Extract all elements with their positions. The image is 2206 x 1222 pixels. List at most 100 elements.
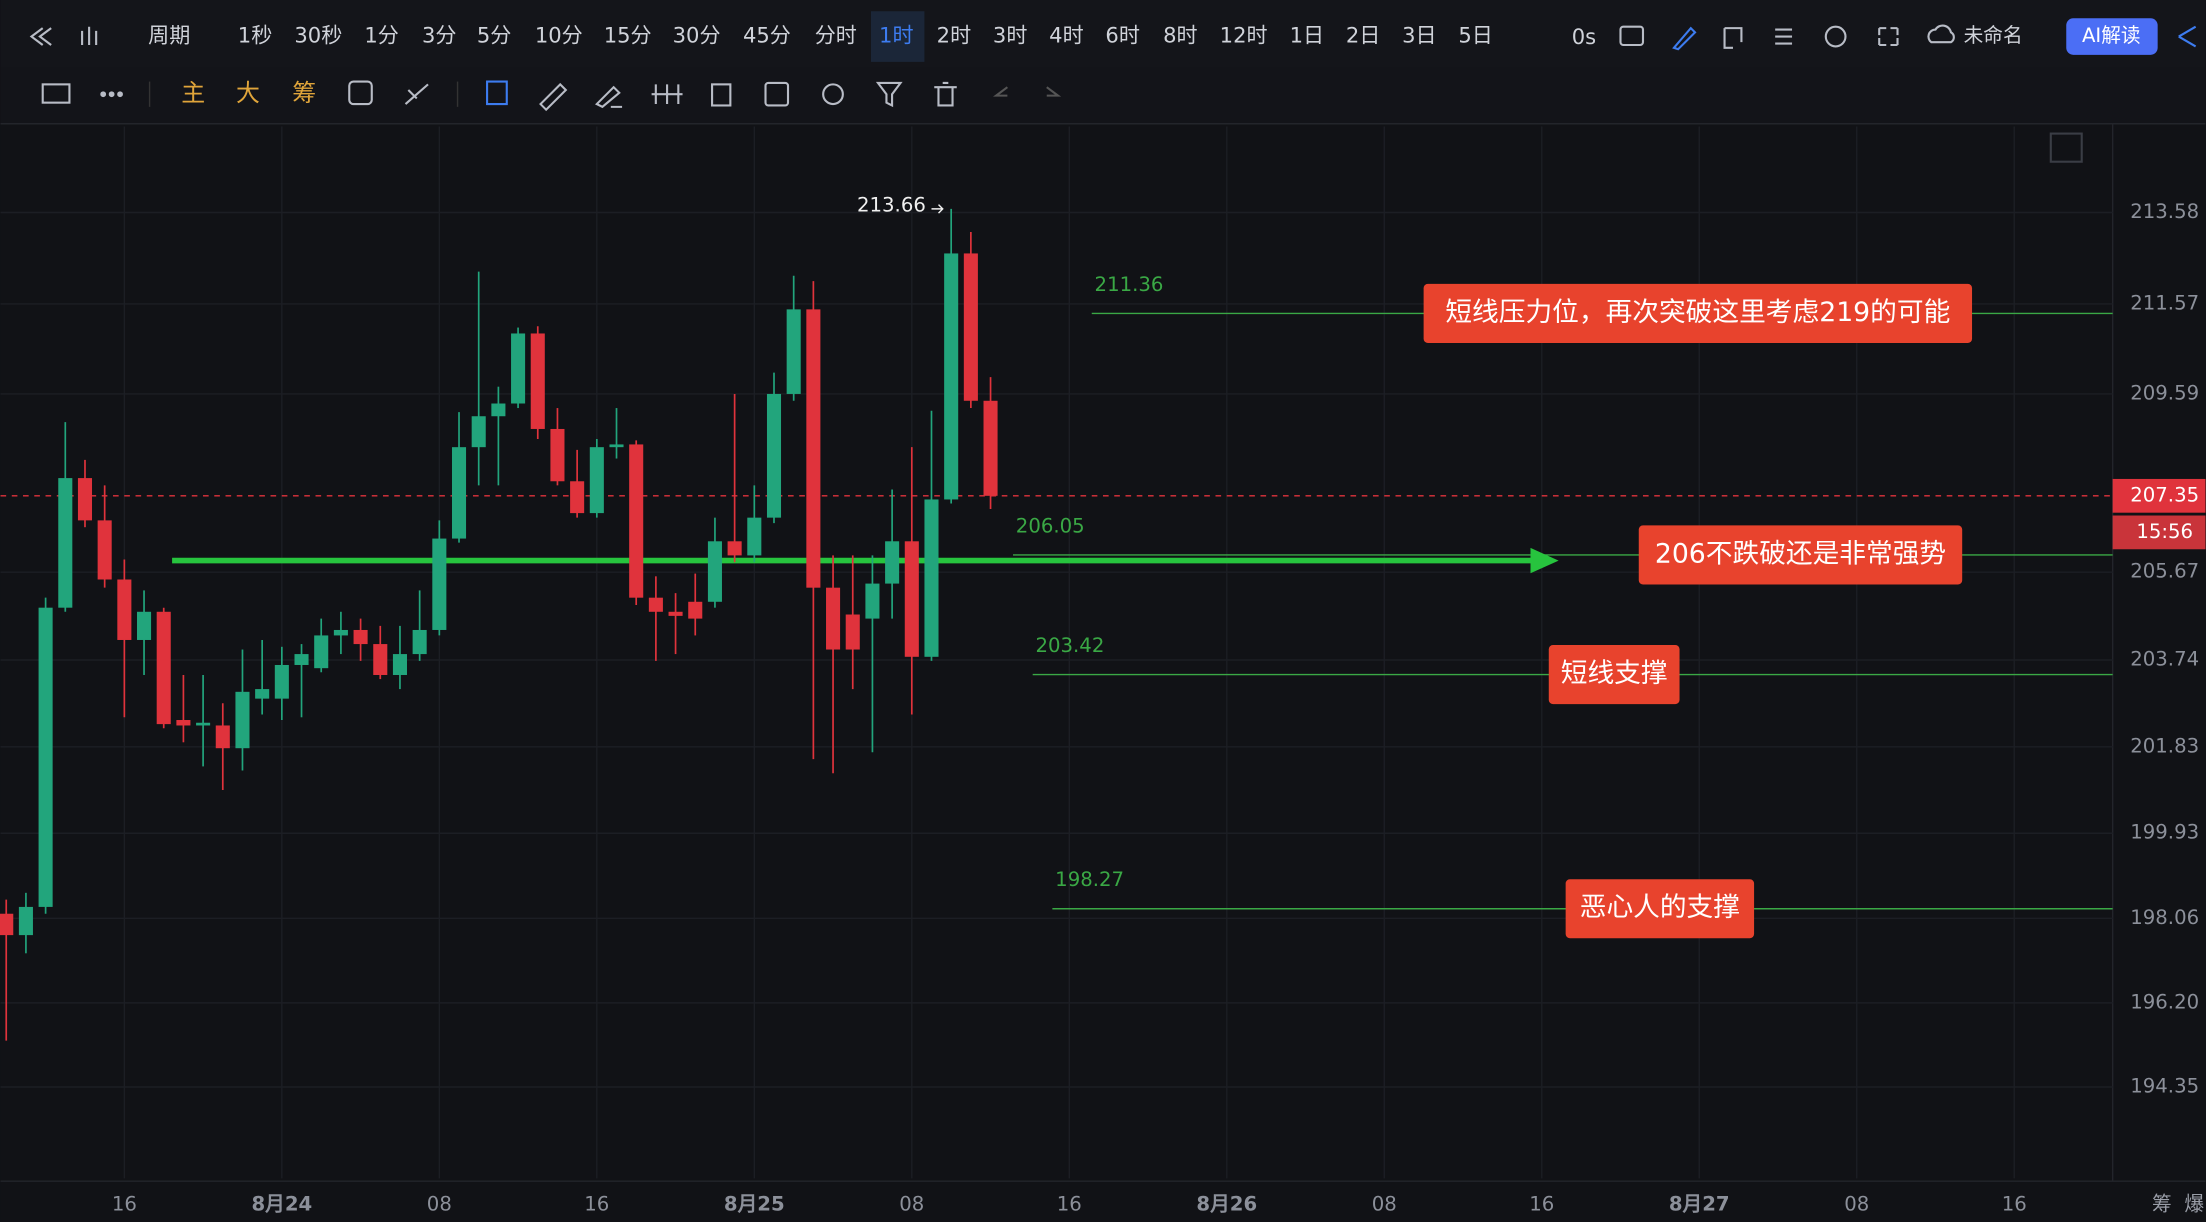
interval-button[interactable]: 4时 [1049, 23, 1084, 48]
interval-button[interactable]: 5日 [1458, 23, 1493, 48]
ai-button[interactable]: AI解读 [2082, 24, 2141, 47]
delete-tool[interactable] [934, 81, 957, 107]
interval-button[interactable]: 8时 [1163, 23, 1198, 48]
candle-body [865, 583, 880, 619]
camera[interactable] [1619, 25, 1645, 47]
candle-body [58, 478, 73, 608]
level-value: 198.27 [1055, 868, 1124, 891]
candle-body [983, 400, 998, 496]
interval-button[interactable]: 3时 [993, 23, 1028, 48]
y-tick-label: 199.93 [2130, 821, 2199, 844]
corner-button[interactable]: 爆 [2184, 1193, 2204, 1216]
interval-button[interactable]: 1秒 [238, 23, 273, 48]
tool[interactable] [348, 80, 373, 106]
interval-button[interactable]: 2日 [1346, 23, 1381, 48]
indicator-button[interactable]: 大 [236, 79, 260, 107]
tool[interactable] [594, 85, 623, 109]
candle-body [570, 481, 585, 514]
candle-body [530, 333, 545, 429]
candle-body [215, 725, 230, 749]
candle-body [235, 691, 250, 749]
pen[interactable] [1672, 26, 1697, 51]
candle-body [609, 444, 624, 448]
candle-body [845, 614, 860, 650]
rect-tool[interactable] [41, 83, 71, 104]
tool[interactable] [764, 81, 790, 107]
candle-body [786, 309, 801, 394]
fullscreen[interactable] [1878, 27, 1899, 47]
tool[interactable] [651, 84, 683, 105]
x-tick-label: 08 [1372, 1193, 1397, 1216]
cloud[interactable] [1927, 24, 1955, 44]
candle-body [294, 654, 309, 665]
menu[interactable] [1775, 28, 1793, 45]
high-marker-arrow [931, 204, 944, 214]
indicator-button[interactable]: 筹 [292, 79, 316, 107]
note-box [1423, 283, 1973, 343]
interval-button[interactable]: 5分 [477, 23, 512, 48]
period-button[interactable]: 周期 [148, 23, 190, 48]
indicator-button[interactable]: 主 [181, 79, 205, 107]
candle-body [491, 403, 506, 417]
candle-body [904, 541, 919, 657]
share[interactable] [2178, 25, 2197, 48]
candle-body [806, 309, 821, 588]
interval-button[interactable]: 6时 [1105, 23, 1140, 48]
candle-body [885, 541, 900, 584]
arrow-head [1530, 547, 1559, 574]
candle-body [826, 587, 841, 650]
settings[interactable] [1824, 25, 1847, 48]
tool[interactable] [404, 83, 429, 105]
candle-body [412, 629, 427, 655]
interval-button[interactable]: 12时 [1220, 23, 1268, 48]
tool[interactable] [539, 82, 568, 112]
countdown-box [2112, 515, 2206, 550]
corner-button[interactable]: 筹 [2152, 1193, 2172, 1216]
candle-body [707, 541, 722, 602]
interval-button[interactable]: 1时 [879, 23, 914, 48]
interval-button[interactable]: 2时 [937, 23, 971, 48]
interval-button[interactable]: 分时 [815, 23, 857, 48]
ai-button-bg[interactable] [2066, 18, 2158, 55]
countdown-label: 15:56 [2136, 520, 2193, 543]
interval-button[interactable]: 10分 [535, 23, 583, 48]
layout-name[interactable]: 未命名 [1964, 24, 2023, 47]
plot: 213.58 211.57 209.59 205.67 203.74 201.83 199.… [0, 126, 2206, 1216]
last-price-label: 207.35 [2130, 483, 2199, 506]
y-tick-label: 198.06 [2130, 906, 2199, 929]
interval-button[interactable]: 3分 [422, 23, 457, 48]
note-box [1638, 525, 1963, 585]
candle-body [648, 597, 663, 612]
interval-button[interactable]: 15分 [604, 23, 652, 48]
x-tick-label: 8月27 [1669, 1193, 1730, 1216]
note-box [1565, 879, 1755, 939]
undo[interactable] [992, 86, 1009, 97]
candle-body [944, 253, 959, 500]
interval-button[interactable]: 1分 [364, 23, 399, 48]
candle-body [77, 478, 93, 521]
back-icon[interactable] [29, 27, 52, 46]
tool[interactable] [1723, 27, 1743, 49]
chart-type-icon[interactable] [81, 26, 98, 45]
candle-body [511, 333, 526, 404]
tool[interactable] [711, 83, 732, 107]
tool[interactable] [822, 83, 844, 106]
expand[interactable] [2049, 132, 2083, 163]
candle-body [629, 444, 644, 598]
interval-button[interactable]: 45分 [743, 23, 791, 48]
redo[interactable] [1046, 86, 1062, 97]
x-tick-label: 08 [1844, 1193, 1869, 1216]
candle-body [137, 611, 152, 640]
interval-button[interactable]: 30秒 [294, 23, 342, 48]
candle-body [156, 611, 171, 725]
interval-button[interactable]: 3日 [1402, 23, 1437, 48]
candle-body [688, 601, 703, 619]
candle-body [314, 635, 329, 669]
interval-button[interactable]: 30分 [673, 23, 721, 48]
tool[interactable] [486, 80, 508, 106]
candle-body [747, 517, 762, 556]
interval-button[interactable]: 1日 [1290, 23, 1325, 48]
filter-tool[interactable] [875, 81, 903, 108]
candle-body [353, 629, 368, 645]
